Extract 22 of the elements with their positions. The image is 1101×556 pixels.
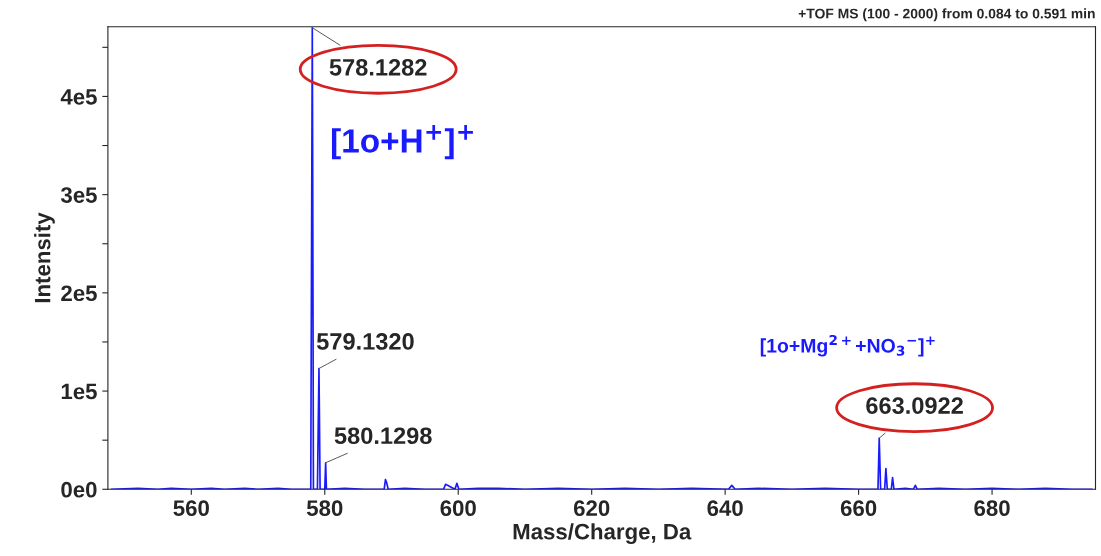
y-tick-label: 0e0: [61, 481, 97, 498]
y-tick-label: 4e5: [60, 89, 97, 105]
y-tick-label: 1e5: [61, 383, 97, 400]
annotation: [1o+H$^{+}$]$^{+}$: [331, 125, 473, 160]
y-axis-title: Intensity: [34, 212, 55, 303]
y-tick-label: 3e5: [60, 187, 97, 203]
x-tick-label: 560: [173, 500, 209, 517]
x-tick-label: 620: [573, 500, 610, 517]
line-series: [110, 26, 1093, 490]
x-tick-label: 640: [707, 500, 743, 517]
annotation: 578.1282: [329, 58, 427, 76]
x-tick-label: 660: [840, 500, 877, 517]
annotation: 579.1320: [316, 333, 414, 350]
x-tick-label: 680: [974, 500, 1010, 517]
x-axis-title: Mass/Charge, Da: [513, 523, 692, 544]
x-tick-label: 580: [306, 500, 343, 517]
chart-title: +TOF MS (100 - 2000) from 0.084 to 0.591 min: [798, 8, 1095, 22]
annotation: 580.1298: [334, 427, 432, 445]
annotation: 663.0922: [866, 397, 963, 415]
y-tick-label: 2e5: [61, 285, 97, 302]
x-tick-label: 600: [440, 500, 476, 517]
annotation: [1o+Mg$^{2+}$+NO$_{3}$$^{−}$]$^{+}$: [760, 334, 935, 357]
